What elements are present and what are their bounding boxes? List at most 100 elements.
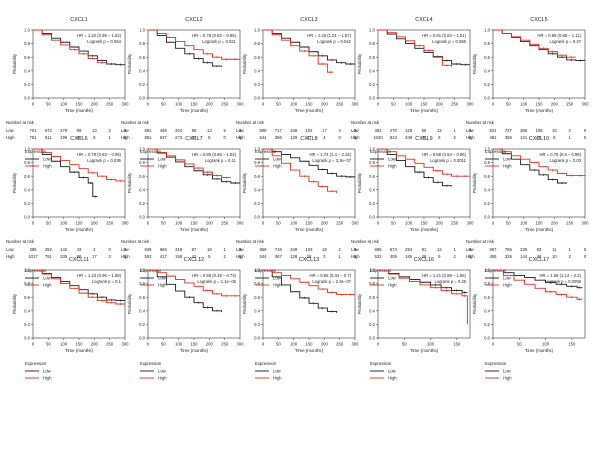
- legend-label-high: High: [388, 283, 397, 288]
- y-tick-label: 0.0: [369, 336, 375, 341]
- x-tick-label: 200: [321, 102, 329, 107]
- y-tick-label: 1.0: [254, 147, 260, 152]
- risk-count-low: 0: [584, 247, 587, 252]
- x-tick-label: 50: [276, 102, 281, 107]
- risk-count-low: 0: [239, 128, 242, 133]
- risk-count-low: 349: [290, 247, 298, 252]
- x-tick-label: 150: [191, 102, 199, 107]
- survival-curve-high: [263, 269, 355, 295]
- y-tick-label: 0.4: [484, 308, 490, 313]
- y-axis-label: Probability: [242, 172, 247, 193]
- panel-title: CXCL12: [184, 257, 204, 263]
- y-tick-label: 0.6: [254, 174, 260, 179]
- logrank-p-text: Logrank p = 0.0011: [430, 158, 467, 163]
- risk-count-low: 1: [568, 247, 571, 252]
- x-axis-label: Time (months): [65, 108, 94, 113]
- x-tick-label: 250: [566, 102, 574, 107]
- logrank-p-text: Logrank p = 0.066: [432, 39, 467, 44]
- y-tick-label: 0.6: [24, 55, 30, 60]
- plot-frame: [377, 269, 471, 339]
- y-tick-label: 1.0: [484, 268, 490, 273]
- y-tick-label: 1.0: [139, 28, 145, 33]
- y-axis-label: Probability: [12, 172, 17, 193]
- logrank-p-text: Logrank p = 0.021: [202, 39, 237, 44]
- hazard-ratio-text: HR = 0.78 (0.63 – 0.96): [192, 33, 236, 38]
- risk-table-title: Number at risk: [121, 120, 150, 125]
- panel-title: CXCL11: [69, 257, 89, 263]
- risk-count-high: 1017: [28, 254, 38, 259]
- risk-count-low: 204: [175, 128, 183, 133]
- legend-title: Expression: [485, 149, 507, 154]
- x-tick-label: 150: [306, 102, 314, 107]
- y-tick-label: 1.0: [369, 147, 375, 152]
- x-tick-label: 300: [582, 221, 590, 226]
- risk-count-high: 50: [77, 135, 82, 140]
- risk-count-low: 591: [145, 128, 153, 133]
- hazard-ratio-text: HR = 0.55 (0.44 – 0.7): [309, 273, 351, 278]
- legend-title: Expression: [370, 361, 392, 366]
- x-tick-label: 300: [237, 102, 245, 107]
- survival-curve-high: [148, 269, 240, 297]
- survival-curve-high: [493, 29, 576, 58]
- x-tick-label: 300: [467, 102, 475, 107]
- panel-title: CXCL2: [185, 17, 202, 23]
- survival-curve-high: [33, 269, 125, 305]
- y-tick-label: 0.0: [139, 215, 145, 220]
- risk-count-high: 1040: [373, 135, 383, 140]
- risk-count-low: 142: [60, 247, 68, 252]
- risk-count-high: 76: [422, 135, 427, 140]
- risk-count-high: 4: [323, 135, 326, 140]
- risk-count-low: 0: [469, 128, 472, 133]
- hazard-ratio-text: HR = 1.58 (1.14 – 2.2): [539, 273, 581, 278]
- risk-count-high: 2: [568, 254, 571, 259]
- y-tick-label: 0.0: [24, 96, 30, 101]
- legend-label-high: High: [158, 164, 167, 169]
- x-axis-label: Time (months): [65, 348, 94, 353]
- x-tick-label: 300: [237, 342, 245, 347]
- risk-count-high: 455: [490, 254, 498, 259]
- y-tick-label: 0.6: [369, 295, 375, 300]
- risk-table-title: Number at risk: [6, 239, 35, 244]
- x-tick-label: 150: [76, 102, 84, 107]
- y-tick-label: 0.4: [24, 187, 30, 192]
- y-tick-label: 0.0: [369, 215, 375, 220]
- risk-label-high: High: [6, 254, 15, 259]
- x-tick-label: 0: [32, 342, 35, 347]
- y-tick-label: 1.0: [24, 147, 30, 152]
- y-axis-label: Probability: [472, 293, 477, 314]
- risk-label-high: High: [6, 135, 15, 140]
- risk-count-low: 446: [160, 128, 168, 133]
- y-axis-label: Probability: [12, 293, 17, 314]
- risk-count-high: 121: [520, 135, 528, 140]
- risk-count-high: 366: [275, 135, 283, 140]
- risk-count-high: 637: [160, 135, 168, 140]
- logrank-p-text: Logrank p = 2.3e−07: [312, 279, 351, 284]
- risk-count-low: 55: [422, 128, 427, 133]
- x-tick-label: 150: [191, 221, 199, 226]
- km-panel-cxcl17: CXCL17 0.0 0.2 0.4 0.6 0.8 1.0 Probability 0 50 10…: [472, 257, 586, 381]
- x-tick-label: 100: [175, 102, 183, 107]
- risk-count-high: 0: [354, 135, 357, 140]
- x-tick-label: 100: [175, 342, 183, 347]
- risk-count-high: 335: [60, 254, 68, 259]
- risk-count-low: 102: [306, 128, 314, 133]
- hazard-ratio-text: HR = 1.74 (1.4 – 2.16): [309, 152, 351, 157]
- risk-count-low: 666: [160, 247, 168, 252]
- legend-label-low: Low: [273, 276, 282, 281]
- x-tick-label: 250: [451, 102, 459, 107]
- x-tick-label: 300: [467, 221, 475, 226]
- hazard-ratio-text: HR = 0.76 (0.6 – 0.98): [539, 152, 581, 157]
- legend-title: Expression: [255, 149, 277, 154]
- panel-title: CXCL10: [529, 136, 549, 142]
- risk-count-high: 144: [520, 254, 528, 259]
- x-tick-label: 150: [421, 221, 429, 226]
- risk-count-low: 13: [92, 128, 97, 133]
- x-tick-label: 0: [147, 221, 150, 226]
- legend-label-high: High: [273, 283, 282, 288]
- panel-title: CXCL9: [415, 136, 432, 142]
- x-tick-label: 100: [60, 221, 68, 226]
- risk-count-low: 1: [223, 247, 226, 252]
